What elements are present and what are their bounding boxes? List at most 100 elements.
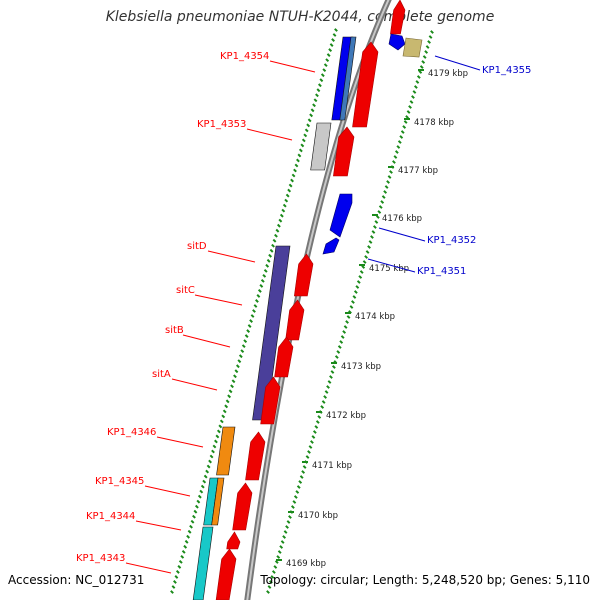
tick-label: 4171 kbp [312, 461, 352, 471]
right-dot-track [296, 485, 301, 489]
left-dot-track [313, 98, 318, 103]
left-dot-track [276, 223, 281, 228]
left-dot-track [296, 158, 300, 163]
right-dot-track [411, 95, 415, 99]
left-dot-track [253, 304, 258, 308]
leader-line-right [434, 55, 481, 71]
left-dot-track [234, 369, 239, 374]
right-dot-track [282, 535, 287, 539]
right-dot-track [389, 170, 393, 174]
right-dot-track [402, 125, 407, 129]
left-dot-track [256, 294, 261, 298]
right-dot-track [292, 500, 297, 504]
gene-label-left: sitD [187, 241, 207, 252]
leader-line-left [144, 485, 191, 497]
left-dot-track [233, 374, 237, 379]
leader-line-left [156, 436, 204, 448]
right-dot-track [276, 555, 281, 559]
left-dot-track [319, 78, 324, 83]
right-dot-track [352, 295, 357, 299]
left-dot-track [275, 228, 280, 233]
gene-kp1-4343-outer [192, 526, 214, 600]
right-dot-track [413, 85, 418, 89]
tick-label: 4174 kbp [355, 312, 395, 322]
right-dot-track [381, 195, 386, 199]
right-dot-track [269, 580, 273, 584]
left-dot-track [243, 339, 248, 344]
right-dot-track [364, 255, 369, 259]
left-dot-track [315, 93, 319, 98]
right-dot-track [329, 375, 333, 379]
right-dot-track [355, 285, 360, 289]
gene-kp1-4352 [329, 193, 353, 238]
tick-label: 4177 kbp [398, 166, 438, 176]
left-dot-track [304, 128, 309, 133]
left-dot-track [190, 519, 195, 524]
left-dot-track [181, 549, 186, 554]
gene-sitc-arrow [285, 299, 305, 341]
left-dot-track [246, 329, 251, 333]
left-dot-track [238, 354, 243, 359]
right-dot-track [421, 60, 426, 64]
gene-top-arrow [390, 0, 406, 35]
right-dot-track [295, 490, 300, 494]
gene-kp1-4353-outer [310, 122, 332, 171]
leader-line-left [171, 378, 218, 391]
left-dot-track [244, 334, 249, 338]
left-dot-track [219, 419, 224, 424]
left-dot-track [278, 218, 283, 223]
left-dot-track [301, 138, 306, 143]
left-dot-track [197, 494, 202, 499]
gene-kp1-4354-arrow [352, 41, 379, 128]
right-dot-track [279, 545, 284, 549]
right-dot-track [307, 450, 311, 454]
left-dot-track [202, 479, 207, 484]
leader-line-left [125, 562, 172, 574]
left-dot-track [231, 379, 236, 384]
left-dot-track [332, 33, 337, 37]
left-dot-track [262, 273, 267, 278]
left-dot-track [187, 529, 192, 534]
tick-label: 4172 kbp [326, 411, 366, 421]
left-dot-track [309, 113, 314, 118]
left-dot-track [334, 28, 338, 32]
left-dot-track [326, 53, 331, 57]
left-dot-track [206, 464, 211, 469]
left-dot-track [328, 48, 333, 52]
left-dot-track [192, 514, 196, 519]
left-dot-track [310, 108, 315, 113]
right-dot-track [358, 275, 363, 279]
right-dot-track [273, 565, 278, 569]
gene-label-left: KP1_4345 [95, 476, 144, 487]
left-dot-track [279, 213, 284, 218]
right-dot-track [288, 515, 292, 519]
left-dot-track [237, 359, 242, 364]
right-dot-track [415, 80, 420, 84]
right-dot-track [359, 270, 364, 274]
left-dot-track [194, 504, 199, 509]
left-dot-track [177, 565, 182, 569]
left-dot-track [228, 389, 233, 394]
left-dot-track [222, 409, 227, 414]
right-dot-track [377, 210, 382, 214]
right-dot-track [412, 90, 417, 94]
left-dot-track [266, 258, 271, 263]
right-dot-track [324, 390, 329, 394]
gene-label-right: KP1_4351 [417, 266, 466, 277]
left-dot-track [171, 585, 176, 589]
right-dot-track [372, 225, 377, 229]
leader-line-left [194, 294, 243, 306]
gene-kp1-4344-arrow [226, 531, 241, 550]
left-dot-track [183, 544, 188, 549]
right-dot-track [430, 30, 434, 34]
right-dot-track [349, 305, 354, 309]
right-dot-track [416, 75, 421, 79]
left-dot-track [175, 570, 180, 574]
right-dot-track [305, 455, 310, 459]
left-dot-track [178, 559, 183, 564]
left-dot-track [331, 38, 335, 42]
right-dot-track [375, 215, 380, 219]
gene-label-left: sitC [176, 285, 195, 296]
right-dot-track [386, 180, 390, 184]
right-dot-track [356, 280, 361, 284]
